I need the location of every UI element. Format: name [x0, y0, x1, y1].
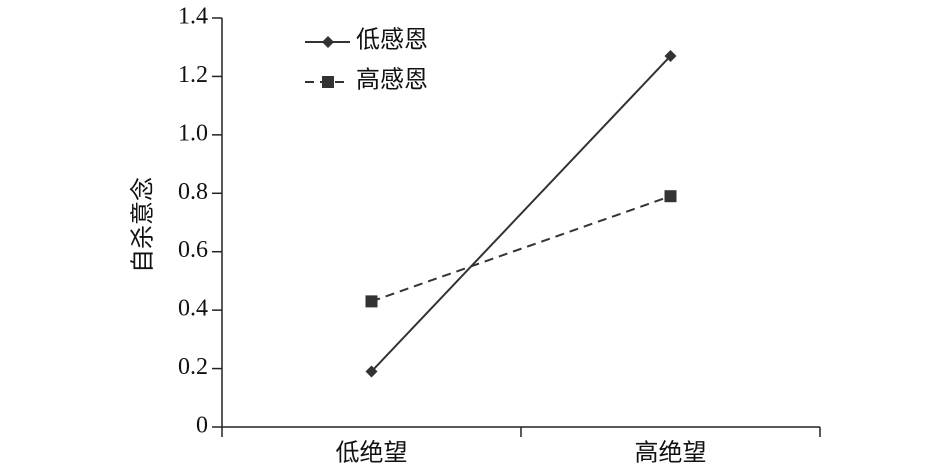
legend-label: 低感恩	[356, 27, 428, 54]
y-tick-label: 1.0	[178, 120, 208, 146]
x-tick-label: 低绝望	[336, 440, 408, 467]
marker	[322, 76, 334, 88]
y-tick-label: 1.4	[178, 4, 208, 30]
marker	[322, 36, 334, 48]
y-axis-label: 自杀意念	[130, 177, 157, 273]
y-tick-label: 0.4	[178, 296, 208, 322]
y-tick-label: 0	[196, 413, 208, 439]
x-tick-label: 高绝望	[635, 440, 707, 467]
marker	[365, 295, 378, 308]
marker	[664, 190, 677, 203]
y-tick-label: 1.2	[178, 62, 208, 88]
y-tick-label: 0.2	[178, 354, 208, 380]
series-line	[370, 55, 672, 373]
y-tick-label: 0.8	[178, 179, 208, 205]
series-line	[371, 195, 671, 303]
y-tick-label: 0.6	[178, 237, 208, 263]
marker	[664, 49, 677, 62]
legend-label: 高感恩	[356, 67, 428, 94]
marker	[365, 365, 378, 378]
